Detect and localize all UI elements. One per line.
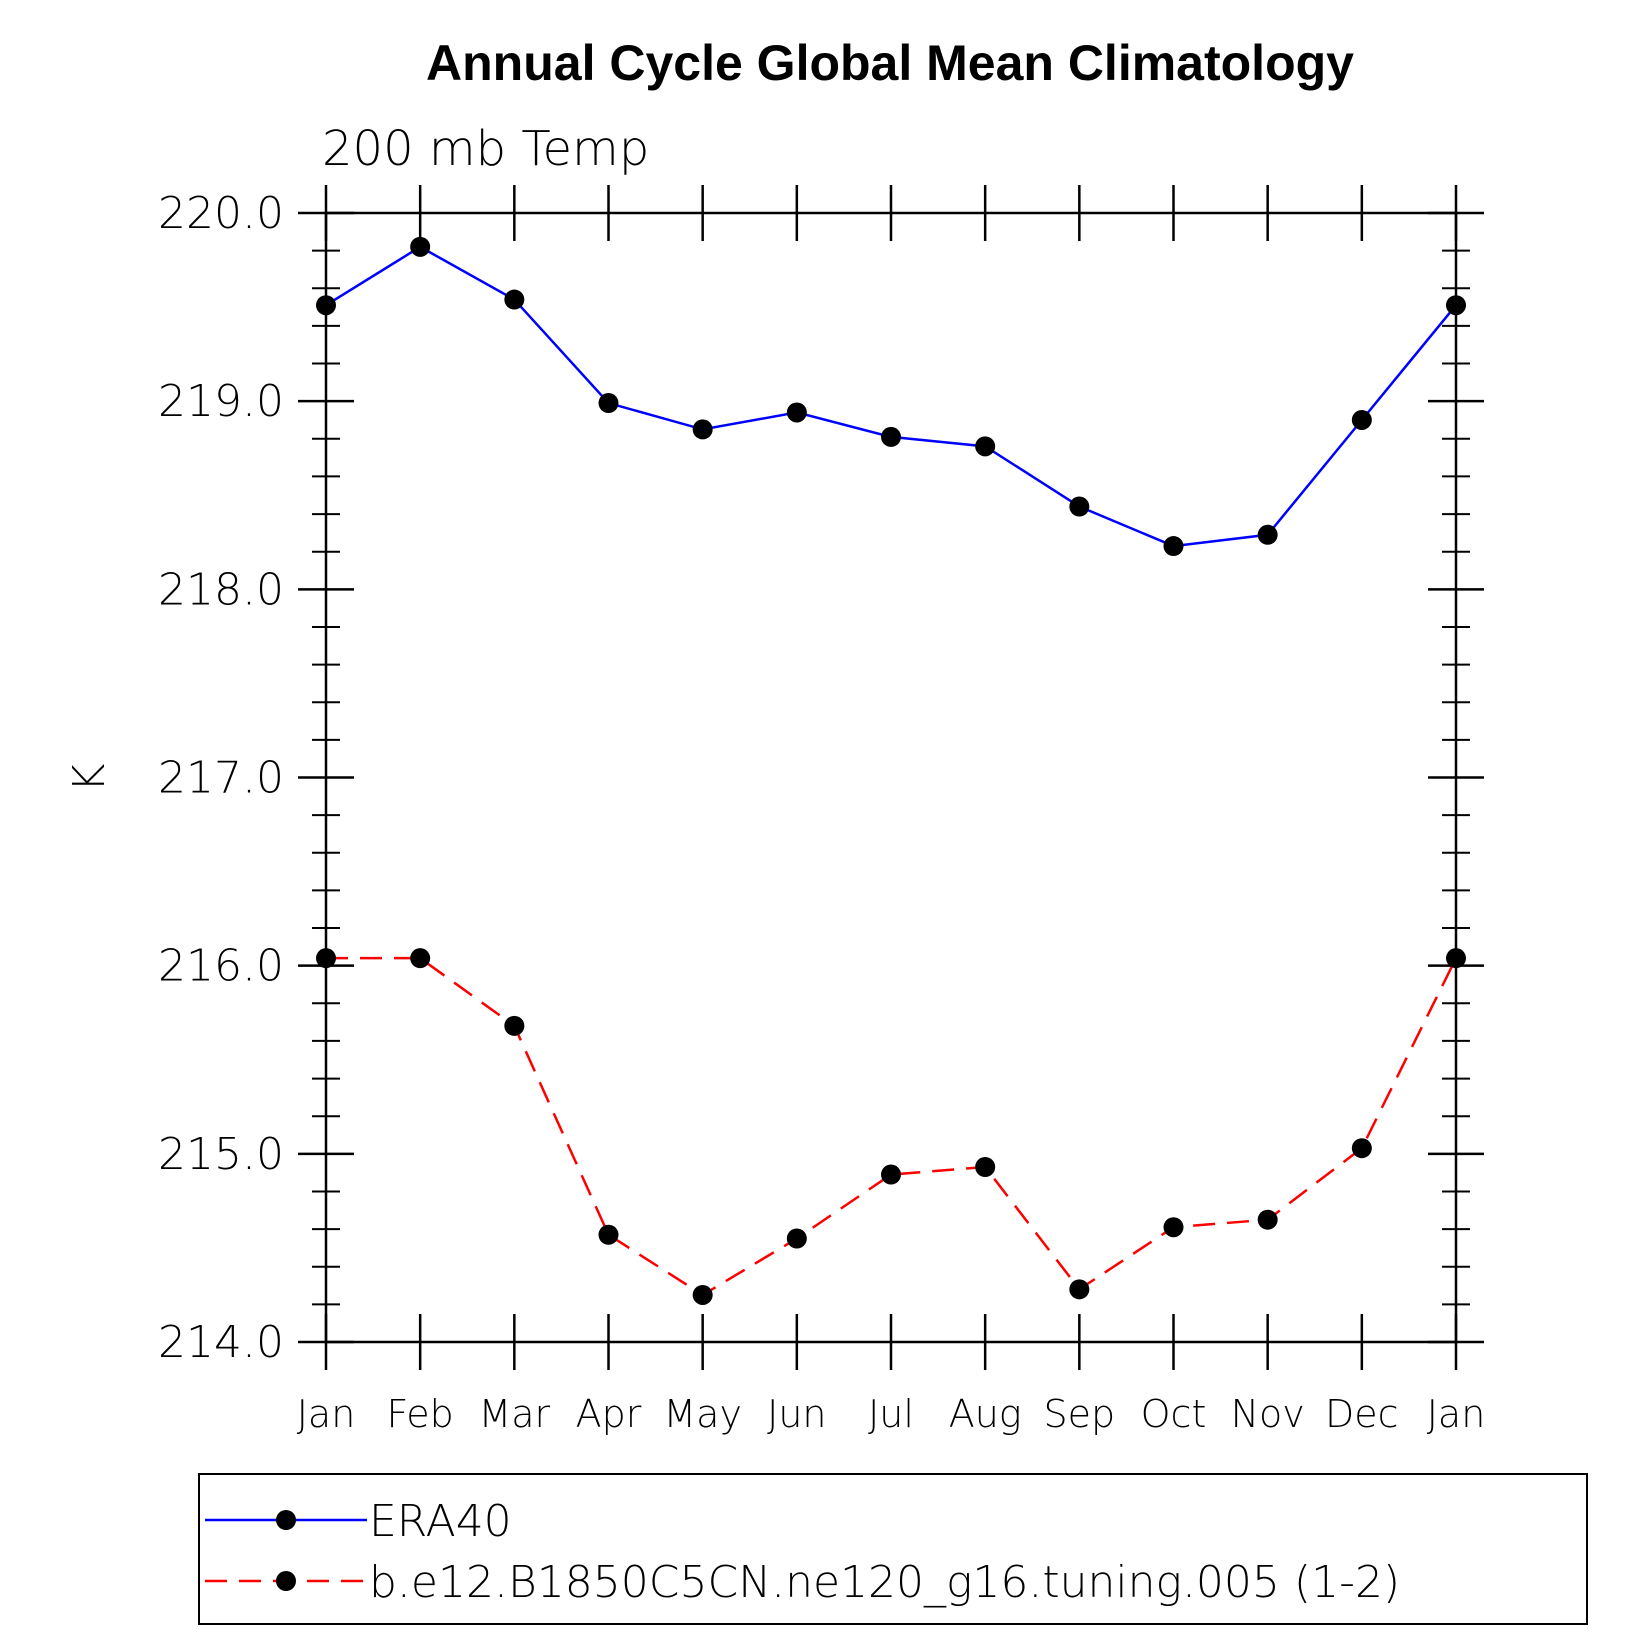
series-point	[975, 1157, 996, 1178]
x-tick-label: May	[663, 1392, 742, 1436]
series-point	[692, 1284, 713, 1305]
y-tick-label: 215.0	[158, 1129, 284, 1180]
legend-box	[198, 1473, 1588, 1625]
series-point	[598, 393, 619, 414]
series-point	[1257, 1209, 1278, 1230]
axis-ticks	[298, 185, 1484, 1370]
x-tick-label: Aug	[949, 1392, 1022, 1436]
series-point	[1069, 1279, 1090, 1300]
legend-marker	[276, 1510, 296, 1530]
series-point	[1257, 524, 1278, 545]
x-tick-label: Jul	[868, 1392, 914, 1436]
series-point	[1351, 1138, 1372, 1159]
legend-label: ERA40	[369, 1496, 512, 1547]
series-point	[975, 436, 996, 457]
series-point	[1163, 536, 1184, 557]
series-point	[1069, 496, 1090, 517]
y-tick-label: 214.0	[158, 1317, 284, 1368]
chart-title: Annual Cycle Global Mean Climatology	[426, 35, 1354, 91]
y-axis-label: K	[64, 763, 115, 792]
y-tick-label: 217.0	[158, 753, 284, 804]
series-line	[325, 245, 1457, 548]
series-point	[786, 402, 807, 423]
series-point	[410, 948, 431, 969]
series-point	[410, 236, 431, 257]
series-layer	[316, 236, 1466, 1305]
series-point	[786, 1228, 807, 1249]
x-tick-labels: Jan Feb Mar Apr May Jun Jul Aug Sep Oct Nov Dec Jan	[297, 1392, 1486, 1436]
plot-frame	[324, 211, 1458, 1344]
series-point	[1351, 409, 1372, 430]
series-line	[326, 956, 1458, 1297]
x-tick-label: Oct	[1141, 1392, 1207, 1436]
legend-label: b.e12.B1850C5CN.ne120_g16.tuning.005 (1-…	[369, 1557, 1400, 1608]
series-point	[504, 1015, 525, 1036]
x-tick-label: Nov	[1231, 1392, 1305, 1436]
y-tick-label: 216.0	[158, 941, 284, 992]
series-point	[504, 289, 525, 310]
x-tick-label: Jun	[767, 1392, 826, 1436]
series-point	[1163, 1217, 1184, 1238]
legend-marker	[276, 1571, 296, 1591]
x-tick-label: Dec	[1325, 1392, 1399, 1436]
series-point	[598, 1224, 619, 1245]
y-tick-label: 219.0	[158, 376, 284, 427]
series-point	[881, 426, 901, 447]
x-tick-label: Mar	[478, 1392, 550, 1436]
y-tick-label: 218.0	[158, 564, 284, 615]
series-point	[692, 419, 713, 440]
legend: ERA40 b.e12.B1850C5CN.ne120_g16.tuning.00…	[198, 1473, 1588, 1625]
x-tick-label: Feb	[387, 1392, 454, 1436]
y-tick-labels: 214.0 215.0 216.0 217.0 218.0 219.0 220.0	[158, 188, 284, 1368]
x-tick-label: Sep	[1044, 1392, 1116, 1436]
x-tick-label: Jan	[1427, 1392, 1486, 1436]
x-tick-label: Jan	[297, 1392, 356, 1436]
chart-subtitle: 200 mb Temp	[322, 121, 649, 177]
x-tick-label: Apr	[576, 1392, 642, 1436]
y-tick-label: 220.0	[158, 188, 284, 239]
series-point	[881, 1164, 901, 1185]
